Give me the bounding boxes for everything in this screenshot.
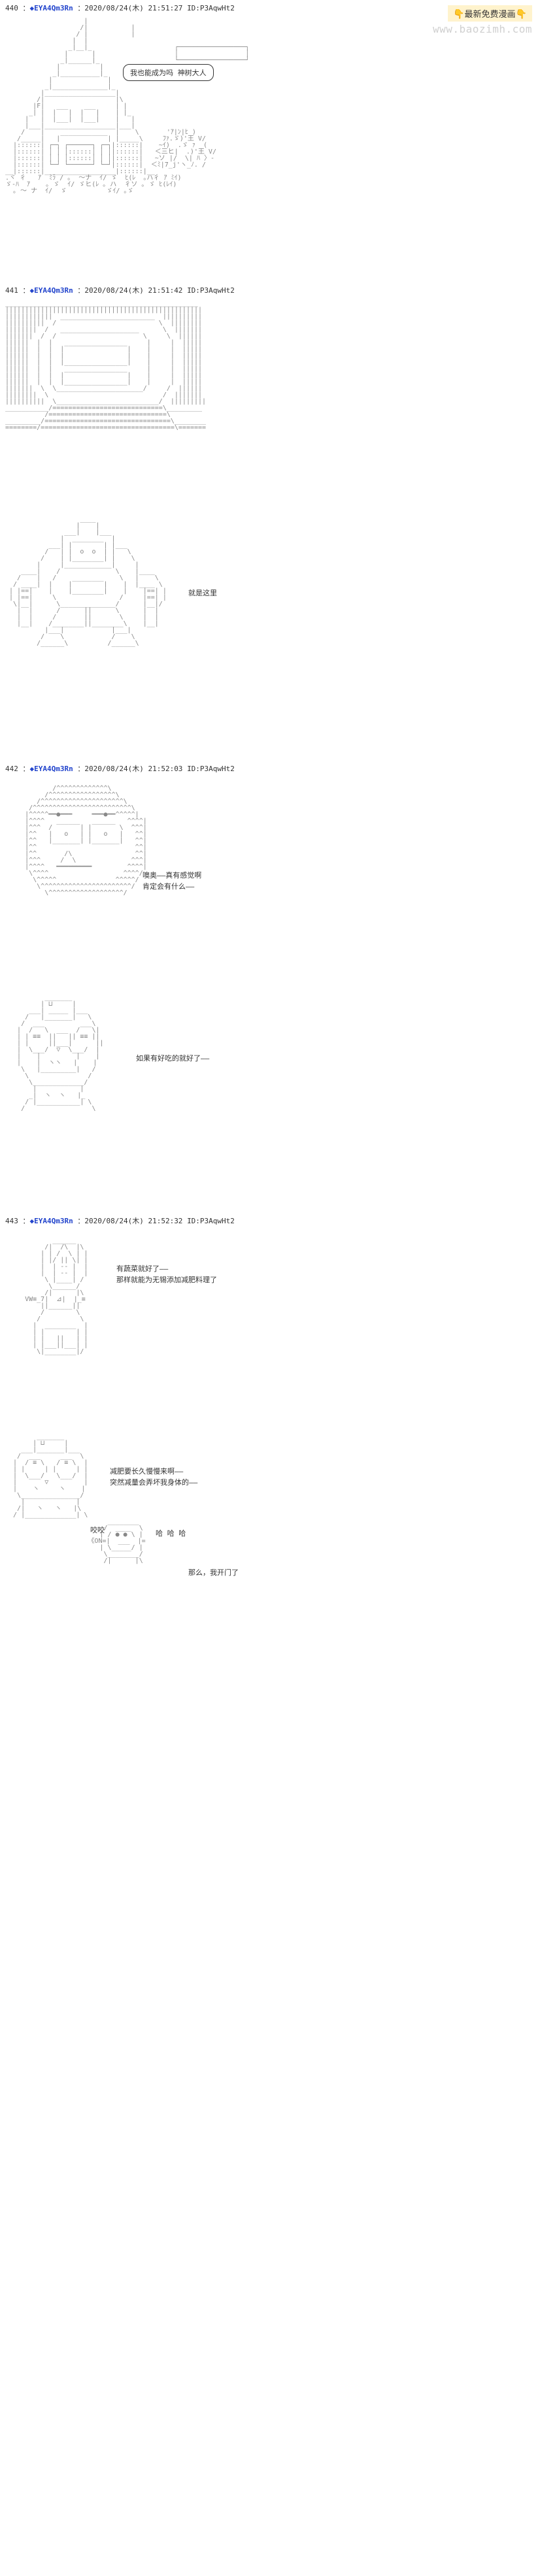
dialogue-line: 噢奥——真有感觉啊 — [143, 870, 201, 882]
ascii-art-face1: /^^^^^^^^^^^^^\ /^^^^^^^^^^^^^^^^^\ /^^^… — [5, 779, 535, 903]
post: 441 ：◆EYA4Qm3Rn ：2020/08/24(木) 21:51:42 … — [0, 282, 540, 735]
ascii-art-robot: ____ | | ___| |___ | ________ | ___| | |… — [5, 510, 535, 653]
post: 440 ：◆EYA4Qm3Rn ：2020/08/24(木) 21:51:27 … — [0, 0, 540, 256]
watermark-url: www.baozimh.com — [433, 23, 532, 35]
dialogue-line: 突然减量会弄坏我身体的—— — [110, 1478, 197, 1489]
ascii-art-figure1: ______ /| /\ |\ | | / \ | | | |/ || \| |… — [5, 1231, 535, 1362]
post-number: 441 — [5, 286, 18, 295]
post-date: 2020/08/24(木) 21:52:03 — [84, 765, 182, 773]
dialogue-text: 就是这里 — [188, 588, 217, 599]
ascii-section: | /| | / | | | | _|__|_ ┌───────────────… — [5, 18, 535, 254]
post-date: 2020/08/24(木) 21:51:42 — [84, 286, 182, 295]
ascii-section: _______ | ⊔ | ___|_______|___ / ___ ___ … — [5, 1427, 535, 1623]
dialogue-text: 如果有好吃的就好了—— — [136, 1053, 209, 1065]
speech-bubble: 我也能成为吗 神树大人 — [123, 64, 214, 81]
post-id: ID:P3AqwHt2 — [187, 4, 235, 12]
ascii-section: /^^^^^^^^^^^^^\ /^^^^^^^^^^^^^^^^^\ /^^^… — [5, 779, 535, 988]
post-author[interactable]: ◆EYA4Qm3Rn — [30, 4, 73, 12]
post-number: 442 — [5, 765, 18, 773]
dialogue-line: 减肥要长久慢慢来啊—— — [110, 1466, 197, 1478]
post: 442 ：◆EYA4Qm3Rn ：2020/08/24(木) 21:52:03 … — [0, 761, 540, 1187]
dialogue-text: 有蔬菜就好了—— 那样就能为无锡添加减肥料理了 — [116, 1264, 217, 1285]
post-id: ID:P3AqwHt2 — [187, 765, 235, 773]
sound-effect: 哈 哈 哈 — [156, 1528, 186, 1540]
post-header: 441 ：◆EYA4Qm3Rn ：2020/08/24(木) 21:51:42 … — [5, 285, 535, 295]
ascii-art-face2: _______ | ⊔ | ___| _____ |___ / |_______… — [5, 988, 535, 1119]
post: 443 ：◆EYA4Qm3Rn ：2020/08/24(木) 21:52:32 … — [0, 1213, 540, 1626]
post-id: ID:P3AqwHt2 — [187, 1217, 235, 1225]
post-header: 443 ：◆EYA4Qm3Rn ：2020/08/24(木) 21:52:32 … — [5, 1215, 535, 1226]
post-id: ID:P3AqwHt2 — [187, 286, 235, 295]
post-number: 440 — [5, 4, 18, 12]
ascii-section: _______ | ⊔ | ___| _____ |___ / |_______… — [5, 988, 535, 1184]
dialogue-text: 噢奥——真有感觉啊 肯定会有什么—— — [143, 870, 201, 892]
watermark-text: 最新免费漫画 — [465, 10, 516, 20]
post-date: 2020/08/24(木) 21:51:27 — [84, 4, 182, 12]
dialogue-line: 那样就能为无锡添加减肥料理了 — [116, 1275, 217, 1286]
ascii-art-figure2: _______ | ⊔ | ___|_______|___ / ___ ___ … — [5, 1427, 535, 1571]
ascii-art-vault: ________________________________________… — [5, 301, 535, 438]
sound-effect: 咬咬 — [90, 1525, 105, 1536]
post-number: 443 — [5, 1217, 18, 1225]
ascii-art-castle: | /| | / | | | | _|__|_ ┌───────────────… — [5, 18, 535, 201]
dialogue-line: 肯定会有什么—— — [143, 882, 201, 893]
ascii-section: ____ | | ___| |___ | ________ | ___| | |… — [5, 510, 535, 732]
dialogue-text: 那么，我开门了 — [188, 1568, 239, 1579]
ascii-section: ______ /| /\ |\ | | / \ | | | |/ || \| |… — [5, 1231, 535, 1427]
ascii-section: ________________________________________… — [5, 301, 535, 510]
pointing-down-icon: 👇 — [516, 9, 527, 20]
post-author[interactable]: ◆EYA4Qm3Rn — [30, 765, 73, 773]
post-date: 2020/08/24(木) 21:52:32 — [84, 1217, 182, 1225]
post-author[interactable]: ◆EYA4Qm3Rn — [30, 286, 73, 295]
watermark: 👇最新免费漫画👇 www.baozimh.com — [433, 5, 532, 35]
watermark-banner: 👇最新免费漫画👇 — [448, 5, 532, 22]
dialogue-line: 有蔬菜就好了—— — [116, 1264, 217, 1275]
dialogue-text: 减肥要长久慢慢来啊—— 突然减量会弄坏我身体的—— — [110, 1466, 197, 1488]
post-author[interactable]: ◆EYA4Qm3Rn — [30, 1217, 73, 1225]
pointing-down-icon: 👇 — [453, 9, 464, 20]
post-header: 442 ：◆EYA4Qm3Rn ：2020/08/24(木) 21:52:03 … — [5, 763, 535, 774]
